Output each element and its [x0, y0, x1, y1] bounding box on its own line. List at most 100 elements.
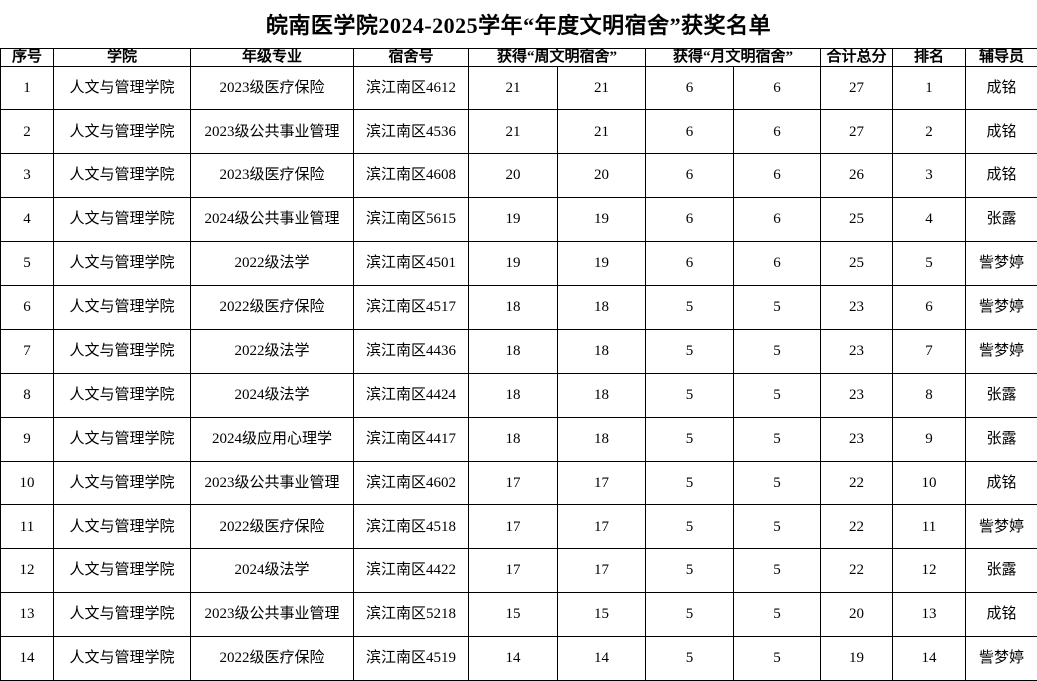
- column-header: 排名: [892, 48, 967, 67]
- table-cell: 5: [645, 372, 735, 418]
- table-row: 12 人文与管理学院 2024级法学 滨江南区4422 17 17 5 5 22 12 张露: [0, 548, 1037, 594]
- table-cell: 滨江南区4612: [353, 65, 469, 111]
- column-header: 宿舍号: [353, 48, 469, 67]
- table-cell: 滨江南区4517: [353, 284, 469, 330]
- table-cell: 23: [820, 416, 894, 462]
- table-cell: 2022级法学: [190, 328, 354, 374]
- table-cell: 2024级法学: [190, 372, 354, 418]
- table-row: 14 人文与管理学院 2022级医疗保险 滨江南区4519 14 14 5 5 19 14 訾梦婷: [0, 636, 1037, 681]
- table-cell: 5: [733, 372, 822, 418]
- table-cell: 14: [556, 636, 647, 681]
- table-cell: 人文与管理学院: [53, 284, 191, 330]
- table-cell: 滨江南区4602: [353, 460, 469, 506]
- table-cell: 2023级公共事业管理: [190, 460, 354, 506]
- table-cell: 6: [892, 284, 967, 330]
- table-row: 8 人文与管理学院 2024级法学 滨江南区4424 18 18 5 5 23 8 张露: [0, 372, 1037, 418]
- table-cell: 2022级医疗保险: [190, 636, 354, 681]
- table-cell: 6: [0, 284, 54, 330]
- table-cell: 人文与管理学院: [53, 548, 191, 594]
- table-cell: 6: [645, 241, 735, 286]
- table-cell: 6: [733, 65, 822, 111]
- column-header: 年级专业: [190, 48, 354, 67]
- table-cell: 17: [468, 460, 558, 506]
- table-cell: 9: [892, 416, 967, 462]
- column-header: 获得“周文明宿舍”: [467, 48, 647, 67]
- table-cell: 21: [468, 65, 558, 111]
- table-cell: 成铭: [965, 109, 1037, 155]
- table-cell: 5: [645, 460, 735, 506]
- table-cell: 5: [733, 592, 822, 638]
- table-cell: 5: [645, 548, 735, 594]
- table-cell: 19: [468, 241, 558, 286]
- table-cell: 12: [0, 548, 54, 594]
- table-cell: 人文与管理学院: [53, 372, 191, 418]
- table-cell: 5: [645, 328, 735, 374]
- table-cell: 张露: [965, 372, 1037, 418]
- table-row: 6 人文与管理学院 2022级医疗保险 滨江南区4517 18 18 5 5 23 6 訾梦婷: [0, 284, 1037, 330]
- table-cell: 6: [645, 109, 735, 155]
- table-cell: 18: [556, 416, 647, 462]
- table-row: 13 人文与管理学院 2023级公共事业管理 滨江南区5218 15 15 5 5 20 13 成铭: [0, 592, 1037, 638]
- table-cell: 4: [892, 197, 967, 243]
- table-cell: 5: [645, 284, 735, 330]
- table-cell: 15: [556, 592, 647, 638]
- table-cell: 2: [892, 109, 967, 155]
- table-row: 7 人文与管理学院 2022级法学 滨江南区4436 18 18 5 5 23 7 訾梦婷: [0, 328, 1037, 374]
- table-row: 5 人文与管理学院 2022级法学 滨江南区4501 19 19 6 6 25 5 訾梦婷: [0, 241, 1037, 286]
- table-cell: 6: [733, 197, 822, 243]
- table-cell: 23: [820, 372, 894, 418]
- table-cell: 7: [0, 328, 54, 374]
- table-cell: 18: [468, 328, 558, 374]
- table-cell: 5: [733, 504, 822, 550]
- table-cell: 滨江南区4417: [353, 416, 469, 462]
- table-cell: 人文与管理学院: [53, 153, 191, 199]
- table-cell: 19: [556, 197, 647, 243]
- table-cell: 17: [556, 504, 647, 550]
- table-cell: 人文与管理学院: [53, 416, 191, 462]
- table-cell: 15: [468, 592, 558, 638]
- table-cell: 27: [820, 109, 894, 155]
- table-cell: 21: [556, 65, 647, 111]
- table-cell: 2023级医疗保险: [190, 153, 354, 199]
- table-cell: 18: [556, 328, 647, 374]
- table-cell: 9: [0, 416, 54, 462]
- table-cell: 2022级法学: [190, 241, 354, 286]
- table-cell: 17: [556, 548, 647, 594]
- table-cell: 23: [820, 328, 894, 374]
- table-cell: 2022级医疗保险: [190, 284, 354, 330]
- awards-table: 序号 学院 年级专业 宿舍号 获得“周文明宿舍” 获得“月文明宿舍” 合计总分 排名 辅导员 1…: [0, 48, 1037, 681]
- table-cell: 人文与管理学院: [53, 109, 191, 155]
- table-cell: 18: [556, 284, 647, 330]
- table-cell: 8: [0, 372, 54, 418]
- column-header: 合计总分: [820, 48, 894, 67]
- table-cell: 2023级医疗保险: [190, 65, 354, 111]
- table-body: 1 人文与管理学院 2023级医疗保险 滨江南区4612 21 21 6 6 27 1 成铭 2 人文与…: [0, 65, 1037, 681]
- table-cell: 5: [733, 284, 822, 330]
- column-header: 学院: [53, 48, 191, 67]
- page-title: 皖南医学院2024-2025学年“年度文明宿舍”获奖名单: [265, 13, 772, 38]
- table-cell: 25: [820, 241, 894, 286]
- column-header: 序号: [0, 48, 54, 67]
- table-cell: 5: [645, 592, 735, 638]
- table-cell: 19: [556, 241, 647, 286]
- table-cell: 6: [645, 153, 735, 199]
- table-cell: 成铭: [965, 460, 1037, 506]
- table-cell: 滨江南区4436: [353, 328, 469, 374]
- table-cell: 21: [556, 109, 647, 155]
- table-cell: 成铭: [965, 592, 1037, 638]
- table-cell: 13: [0, 592, 54, 638]
- table-row: 9 人文与管理学院 2024级应用心理学 滨江南区4417 18 18 5 5 23 9 张露: [0, 416, 1037, 462]
- table-cell: 10: [892, 460, 967, 506]
- table-cell: 5: [733, 416, 822, 462]
- table-cell: 20: [556, 153, 647, 199]
- table-cell: 滨江南区4422: [353, 548, 469, 594]
- table-cell: 滨江南区4519: [353, 636, 469, 681]
- column-header: 辅导员: [965, 48, 1037, 67]
- table-cell: 2023级公共事业管理: [190, 109, 354, 155]
- table-cell: 18: [556, 372, 647, 418]
- table-cell: 3: [892, 153, 967, 199]
- table-cell: 18: [468, 416, 558, 462]
- table-cell: 訾梦婷: [965, 636, 1037, 681]
- table-cell: 6: [733, 153, 822, 199]
- table-cell: 22: [820, 504, 894, 550]
